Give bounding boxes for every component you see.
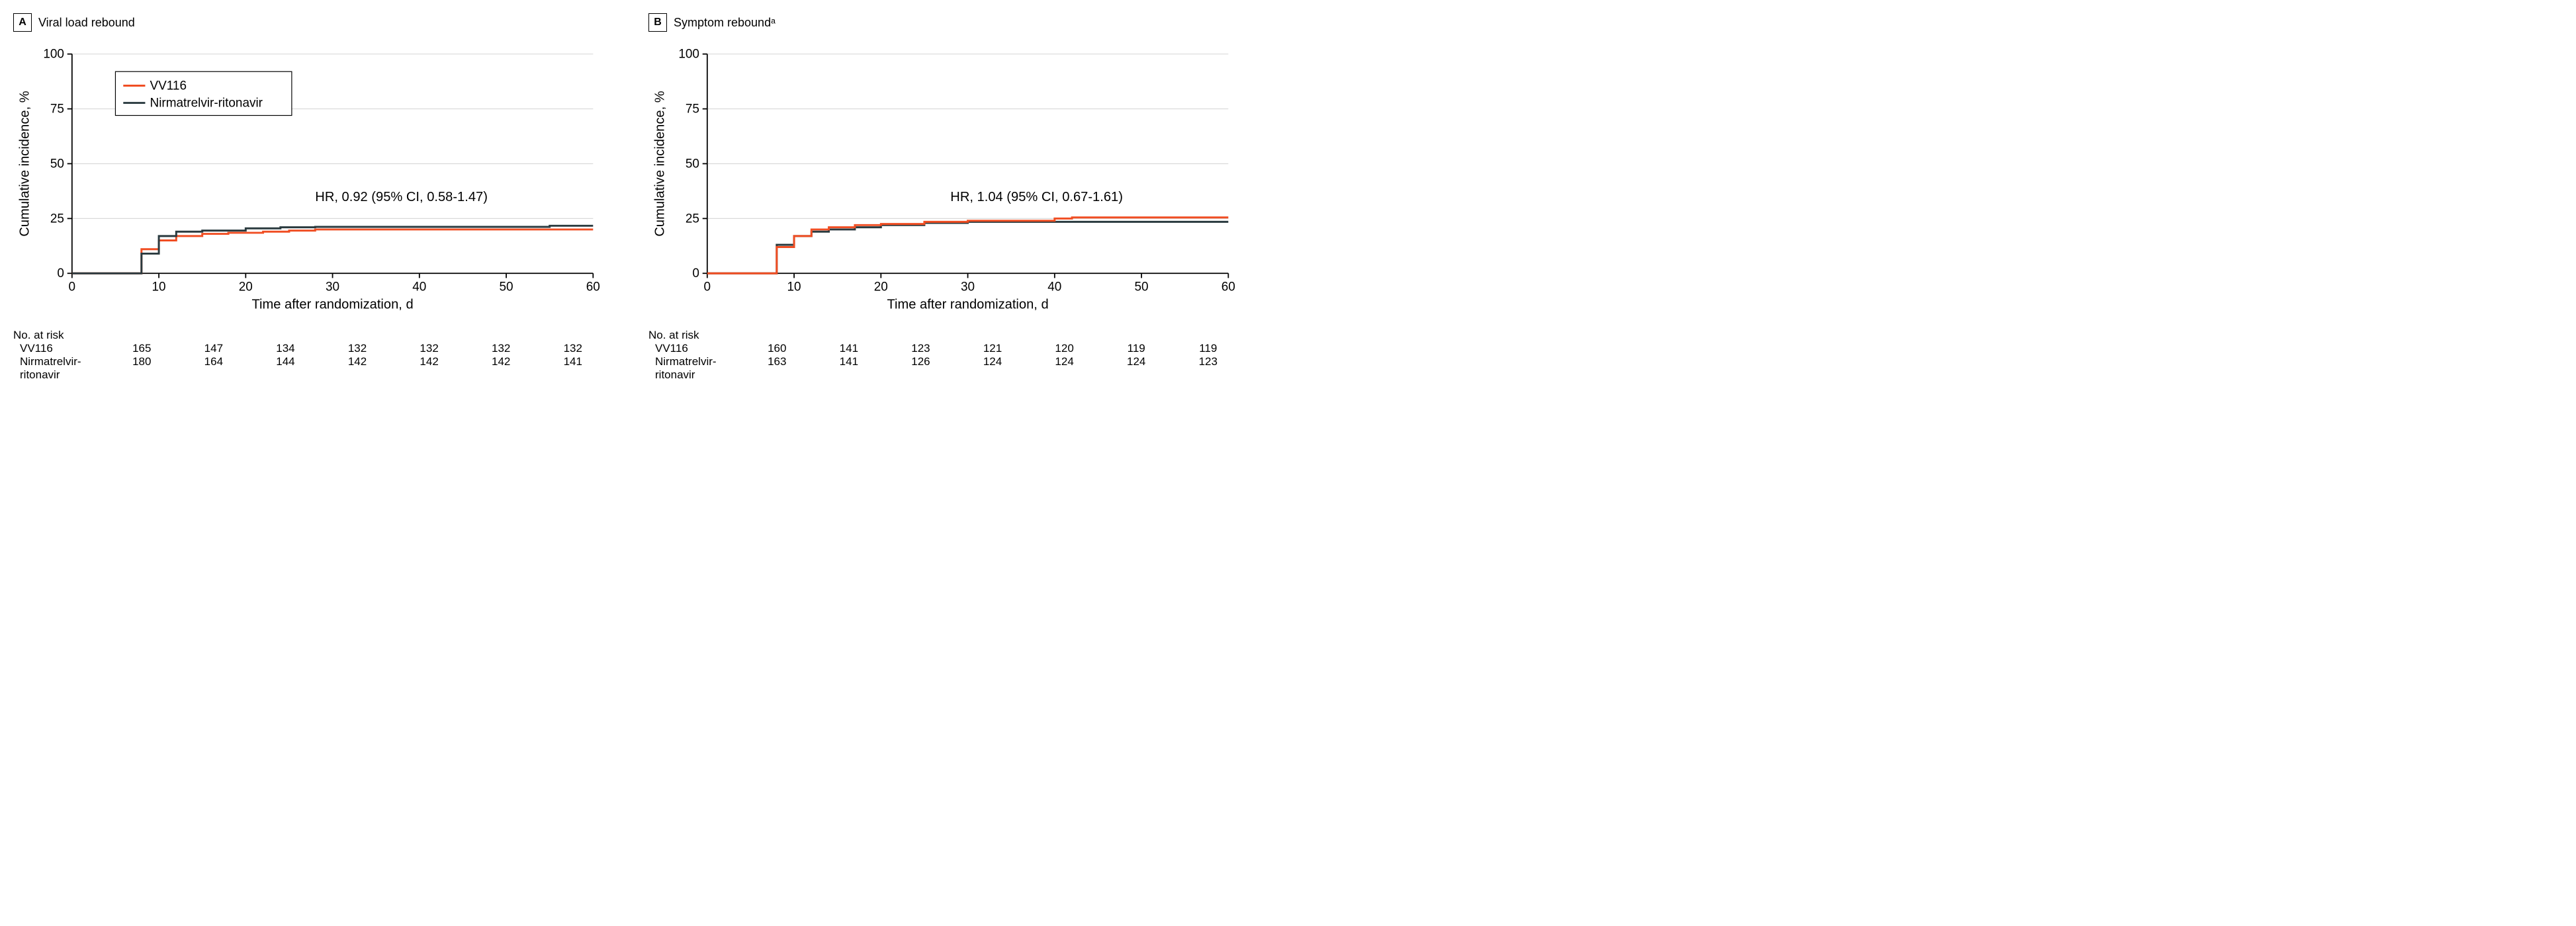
risk-cell: 164 xyxy=(178,355,250,368)
x-tick-label: 30 xyxy=(326,280,339,294)
risk-table: No. at riskVV116165147134132132132132Nir… xyxy=(13,329,609,382)
panel-title-row: A Viral load rebound xyxy=(13,13,609,32)
panel-title: Viral load rebound xyxy=(38,16,135,30)
x-tick-label: 50 xyxy=(1135,280,1149,294)
risk-row-label: VV116 xyxy=(648,342,741,355)
risk-row: Nirmatrelvir- ritonavir16314112612412412… xyxy=(648,355,1244,382)
risk-cell: 120 xyxy=(1028,342,1100,355)
risk-cell: 132 xyxy=(322,342,394,355)
risk-row-label: Nirmatrelvir- ritonavir xyxy=(13,355,106,382)
x-tick-label: 10 xyxy=(152,280,166,294)
x-tick-label: 50 xyxy=(500,280,513,294)
panel-a: A Viral load rebound 0 25 50 75 100 0 10 20 30 40 50… xyxy=(13,13,609,382)
chart: 0 25 50 75 100 0 10 20 30 40 50 60 Cumulative incide… xyxy=(13,38,609,320)
risk-row-label: VV116 xyxy=(13,342,106,355)
risk-cell: 147 xyxy=(178,342,250,355)
risk-cell: 134 xyxy=(249,342,322,355)
risk-values: 160141123121120119119 xyxy=(741,342,1244,355)
x-tick-label: 0 xyxy=(69,280,76,294)
legend-label: Nirmatrelvir-ritonavir xyxy=(150,96,263,110)
y-tick-label: 75 xyxy=(686,102,699,116)
risk-table: No. at riskVV116160141123121120119119Nir… xyxy=(648,329,1244,382)
x-axis-label: Time after randomization, d xyxy=(887,298,1048,312)
risk-values: 163141126124124124123 xyxy=(741,355,1244,368)
y-tick-label: 50 xyxy=(50,157,64,171)
risk-cell: 141 xyxy=(813,355,885,368)
x-tick-label: 60 xyxy=(1221,280,1235,294)
y-tick-label: 50 xyxy=(686,157,699,171)
risk-cell: 123 xyxy=(1172,355,1244,368)
risk-row: VV116165147134132132132132 xyxy=(13,342,609,355)
panel-b: B Symptom reboundᵃ 0 25 50 75 100 0 10 20 30 40 50 60… xyxy=(648,13,1244,382)
risk-cell: 124 xyxy=(1100,355,1173,368)
x-tick-label: 0 xyxy=(704,280,711,294)
risk-cell: 119 xyxy=(1172,342,1244,355)
risk-table-header: No. at risk xyxy=(648,329,1244,342)
risk-cell: 132 xyxy=(465,342,537,355)
x-tick-label: 60 xyxy=(586,280,600,294)
x-tick-label: 40 xyxy=(412,280,426,294)
risk-cell: 132 xyxy=(537,342,609,355)
risk-cell: 142 xyxy=(322,355,394,368)
panel-letter: A xyxy=(13,13,32,32)
y-tick-label: 100 xyxy=(678,48,699,62)
panel-title: Symptom reboundᵃ xyxy=(674,16,776,30)
risk-cell: 119 xyxy=(1100,342,1173,355)
risk-cell: 165 xyxy=(106,342,178,355)
risk-cell: 142 xyxy=(393,355,465,368)
risk-cell: 132 xyxy=(393,342,465,355)
risk-cell: 124 xyxy=(1028,355,1100,368)
hr-annotation: HR, 0.92 (95% CI, 0.58-1.47) xyxy=(315,190,488,204)
x-tick-label: 30 xyxy=(961,280,975,294)
risk-cell: 124 xyxy=(957,355,1029,368)
risk-cell: 141 xyxy=(813,342,885,355)
risk-cell: 121 xyxy=(957,342,1029,355)
x-tick-label: 40 xyxy=(1047,280,1061,294)
risk-row: VV116160141123121120119119 xyxy=(648,342,1244,355)
hr-annotation: HR, 1.04 (95% CI, 0.67-1.61) xyxy=(950,190,1123,204)
risk-cell: 142 xyxy=(465,355,537,368)
legend-label: VV116 xyxy=(150,79,187,93)
panel-letter: B xyxy=(648,13,667,32)
risk-row-label: Nirmatrelvir- ritonavir xyxy=(648,355,741,382)
x-tick-label: 20 xyxy=(874,280,888,294)
risk-cell: 123 xyxy=(885,342,957,355)
y-tick-label: 25 xyxy=(50,212,64,226)
risk-table-header: No. at risk xyxy=(13,329,609,342)
x-axis-label: Time after randomization, d xyxy=(251,298,413,312)
risk-values: 180164144142142142141 xyxy=(106,355,609,368)
x-tick-label: 20 xyxy=(239,280,253,294)
x-tick-label: 10 xyxy=(787,280,801,294)
y-tick-label: 0 xyxy=(57,267,64,280)
y-tick-label: 100 xyxy=(43,48,64,62)
risk-cell: 163 xyxy=(741,355,813,368)
risk-row: Nirmatrelvir- ritonavir18016414414214214… xyxy=(13,355,609,382)
y-tick-label: 25 xyxy=(686,212,699,226)
y-axis-label: Cumulative incidence, % xyxy=(653,91,668,236)
risk-cell: 126 xyxy=(885,355,957,368)
y-tick-label: 0 xyxy=(692,267,699,280)
y-axis-label: Cumulative incidence, % xyxy=(18,91,32,236)
risk-values: 165147134132132132132 xyxy=(106,342,609,355)
y-tick-label: 75 xyxy=(50,102,64,116)
panel-title-row: B Symptom reboundᵃ xyxy=(648,13,1244,32)
risk-cell: 144 xyxy=(249,355,322,368)
risk-cell: 180 xyxy=(106,355,178,368)
chart: 0 25 50 75 100 0 10 20 30 40 50 60 Cumulative incide… xyxy=(648,38,1244,320)
risk-cell: 141 xyxy=(537,355,609,368)
risk-cell: 160 xyxy=(741,342,813,355)
